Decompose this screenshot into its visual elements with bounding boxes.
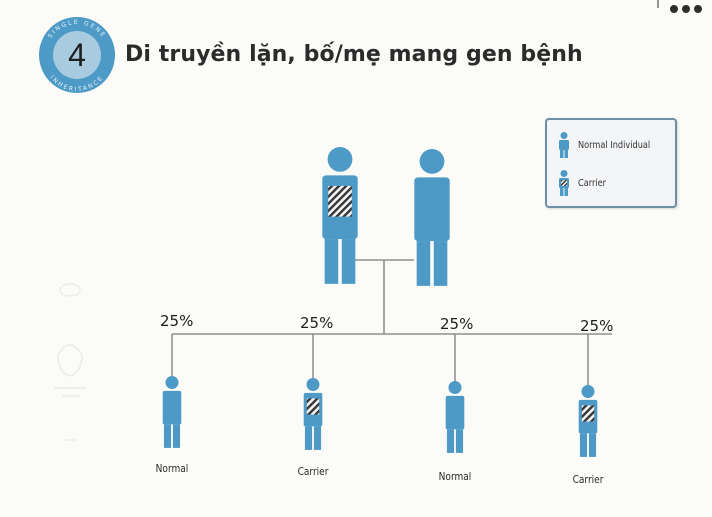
badge-number: 4 <box>68 37 86 73</box>
legend-normal-entry: Normal Individual <box>555 130 666 160</box>
legend-normal-label: Normal Individual <box>578 139 651 151</box>
child-1-percent: 25% <box>160 312 194 330</box>
child-1-label: Normal <box>155 462 189 475</box>
legend-carrier-label: Carrier <box>578 177 607 189</box>
child-2-label: Carrier <box>297 465 329 478</box>
child-2-figure <box>303 378 323 450</box>
child-3-figure <box>445 381 465 453</box>
child-3-percent: 25% <box>440 315 474 333</box>
legend-box: Normal Individual Carrier <box>545 118 677 208</box>
child-2-percent: 25% <box>300 314 334 332</box>
child-4-percent: 25% <box>580 317 614 335</box>
faded-background-marks <box>54 283 86 441</box>
parent-normal-figure <box>414 149 450 286</box>
page-title: Di truyền lặn, bố/mẹ mang gen bệnh <box>125 42 583 67</box>
child-4-label: Carrier <box>572 473 604 486</box>
child-4-figure <box>578 385 598 457</box>
parent-carrier-figure <box>322 147 358 284</box>
page-corner-mark <box>657 0 702 13</box>
legend-carrier-icon <box>559 170 569 196</box>
legend-carrier-entry: Carrier <box>555 168 612 198</box>
child-3-label: Normal <box>438 470 472 483</box>
legend-normal-icon <box>559 132 569 158</box>
pedigree-lines <box>171 259 612 385</box>
chapter-badge-icon: 4 SINGLE GENE INHERITANCE <box>39 17 115 93</box>
child-1-figure <box>162 376 182 448</box>
